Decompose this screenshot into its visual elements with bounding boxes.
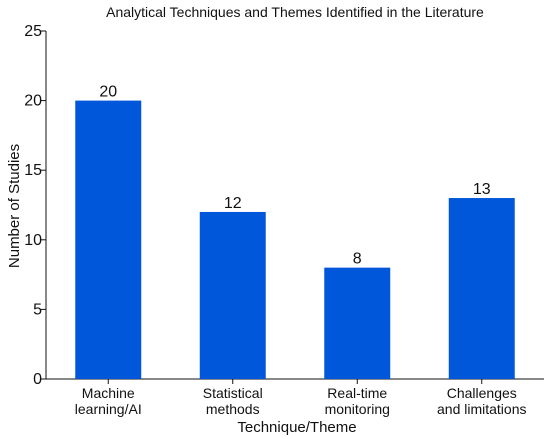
bar-value-label: 13 — [473, 181, 491, 198]
bar — [75, 100, 142, 379]
bar — [324, 267, 391, 379]
x-axis-label: Technique/Theme — [237, 419, 356, 436]
x-tick-label: monitoring — [325, 401, 390, 417]
y-tick-label: 20 — [24, 93, 42, 110]
y-tick-label: 10 — [24, 232, 42, 249]
chart-title: Analytical Techniques and Themes Identif… — [106, 4, 484, 20]
y-axis-label: Number of Studies — [6, 144, 23, 268]
x-tick-label: Machine — [82, 385, 135, 401]
bar — [448, 198, 515, 379]
x-tick-label: learning/AI — [75, 401, 142, 417]
y-tick-label: 15 — [24, 162, 42, 179]
y-tick-label: 5 — [33, 301, 42, 318]
x-tick-label: Statistical — [203, 385, 263, 401]
x-tick-label: Real-time — [327, 385, 387, 401]
bar-value-label: 20 — [99, 84, 117, 101]
bar-value-label: 8 — [353, 251, 362, 268]
bar-value-label: 12 — [224, 195, 242, 212]
x-tick-label: methods — [206, 401, 260, 417]
bar — [199, 211, 266, 379]
x-tick-label: and limitations — [437, 401, 527, 417]
y-tick-label: 25 — [24, 23, 42, 40]
y-tick-label: 0 — [33, 371, 42, 388]
x-tick-label: Challenges — [447, 385, 517, 401]
